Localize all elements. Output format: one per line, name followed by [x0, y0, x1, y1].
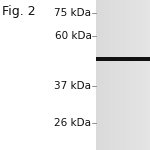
Bar [108, 0, 109, 150]
Bar [144, 0, 145, 150]
Bar [117, 0, 118, 150]
Bar [126, 0, 127, 150]
Text: 60 kDa: 60 kDa [55, 31, 92, 41]
Bar [116, 0, 117, 150]
Bar [110, 0, 111, 150]
Bar [103, 0, 104, 150]
Bar [139, 0, 140, 150]
Bar [146, 0, 147, 150]
Bar [120, 0, 121, 150]
Bar [112, 0, 113, 150]
Bar [138, 0, 139, 150]
Bar [114, 0, 115, 150]
Bar [96, 57, 150, 61]
Bar [96, 0, 97, 150]
Bar [132, 0, 133, 150]
Bar [107, 0, 108, 150]
Bar [106, 0, 107, 150]
Text: 26 kDa: 26 kDa [54, 118, 92, 128]
Bar [128, 0, 129, 150]
Bar [118, 0, 119, 150]
Bar [122, 0, 123, 150]
Bar [149, 0, 150, 150]
Bar [148, 0, 149, 150]
Text: 75 kDa: 75 kDa [54, 8, 92, 18]
Bar [147, 0, 148, 150]
Bar [102, 0, 103, 150]
Bar [134, 0, 135, 150]
Bar [118, 0, 119, 150]
Text: 37 kDa: 37 kDa [54, 81, 92, 91]
Bar [100, 0, 101, 150]
Bar [145, 0, 146, 150]
Bar [142, 0, 143, 150]
Bar [113, 0, 114, 150]
Bar [97, 0, 98, 150]
Bar [137, 0, 138, 150]
Bar [131, 0, 132, 150]
Bar [141, 0, 142, 150]
Bar [99, 0, 100, 150]
Bar [111, 0, 112, 150]
Bar [130, 0, 131, 150]
Bar [133, 0, 134, 150]
Bar [98, 0, 99, 150]
Text: Fig. 2: Fig. 2 [2, 4, 35, 18]
Bar [100, 0, 101, 150]
Bar [123, 0, 124, 150]
Bar [105, 0, 106, 150]
Bar [115, 0, 116, 150]
Bar [136, 0, 137, 150]
Bar [143, 0, 144, 150]
Bar [109, 0, 110, 150]
Bar [129, 0, 130, 150]
Bar [119, 0, 120, 150]
Bar [140, 0, 141, 150]
Bar [135, 0, 136, 150]
Bar [101, 0, 102, 150]
Bar [125, 0, 126, 150]
Bar [124, 0, 125, 150]
Bar [104, 0, 105, 150]
Bar [127, 0, 128, 150]
Bar [121, 0, 122, 150]
